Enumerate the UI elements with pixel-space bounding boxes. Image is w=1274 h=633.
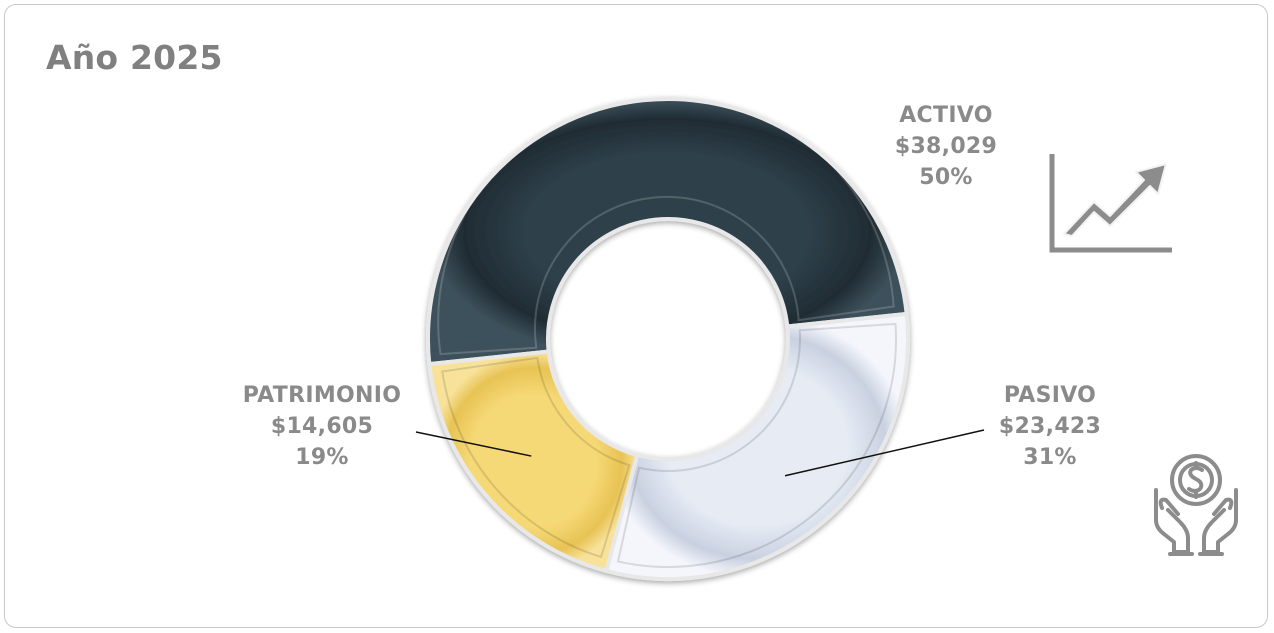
chart-title: Año 2025 — [46, 38, 223, 77]
slice-label-pasivo: PASIVO $23,423 31% — [988, 380, 1112, 473]
slice-bevel-pasivo — [616, 322, 897, 568]
hands-holding-coin-icon — [1154, 454, 1238, 556]
slice-value-pasivo: $23,423 — [998, 414, 1102, 439]
leader-line-pasivo — [784, 429, 985, 477]
slice-label-activo: ACTIVO $38,029 50% — [886, 100, 1006, 193]
slice-bevel-patrimonio — [441, 356, 631, 559]
slice-activo — [425, 96, 909, 367]
slice-percent-pasivo: 31% — [1023, 445, 1077, 470]
slice-pasivo — [603, 311, 910, 581]
slice-patrimonio — [427, 349, 640, 574]
slice-bevel-activo — [437, 92, 895, 356]
slice-label-patrimonio: PATRIMONIO $14,605 19% — [224, 380, 420, 473]
slice-name-pasivo: PASIVO — [1003, 383, 1097, 408]
leader-line-patrimonio — [415, 431, 532, 457]
slice-name-activo: ACTIVO — [899, 103, 993, 128]
slice-name-patrimonio: PATRIMONIO — [242, 383, 402, 408]
slice-value-activo: $38,029 — [894, 134, 998, 159]
slice-value-patrimonio: $14,605 — [270, 414, 374, 439]
slice-percent-activo: 50% — [919, 165, 973, 190]
slice-percent-patrimonio: 19% — [295, 445, 349, 470]
growth-chart-icon — [1049, 154, 1172, 253]
